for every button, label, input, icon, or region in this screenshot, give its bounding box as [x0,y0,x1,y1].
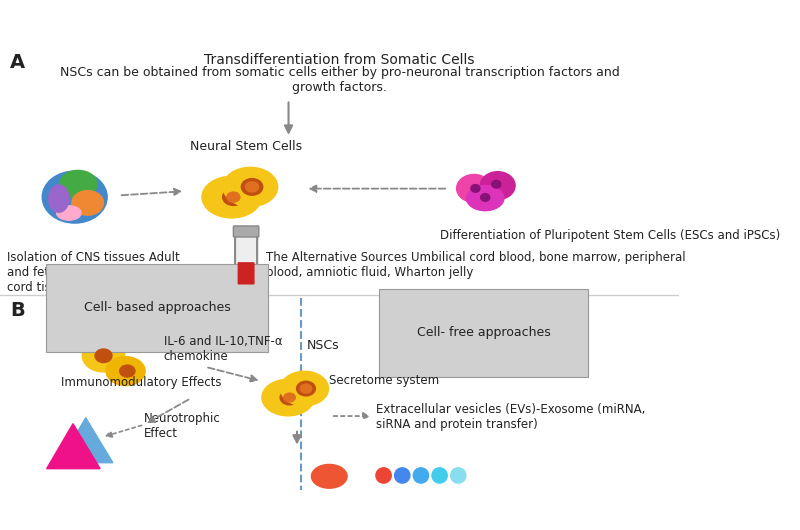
Ellipse shape [300,384,312,393]
Text: IL-6 and IL-10,TNF-α
chemokine: IL-6 and IL-10,TNF-α chemokine [164,334,282,363]
Text: NSCs: NSCs [307,339,340,352]
Text: B: B [10,302,25,321]
Ellipse shape [242,179,262,195]
Ellipse shape [223,167,278,207]
Ellipse shape [227,192,240,202]
Ellipse shape [106,357,145,385]
Text: Cell- free approaches: Cell- free approaches [417,326,550,339]
Ellipse shape [95,349,112,363]
Ellipse shape [120,365,135,377]
Text: Neurotrophic
Effect: Neurotrophic Effect [144,412,221,440]
Ellipse shape [281,372,329,406]
Ellipse shape [480,172,515,199]
Ellipse shape [457,174,491,202]
Text: Extracellular vesicles (EVs)-Exosome (miRNA,
siRNA and protein transfer): Extracellular vesicles (EVs)-Exosome (mi… [376,403,646,431]
Text: Immunomodulatory Effects: Immunomodulatory Effects [61,376,222,389]
Ellipse shape [246,182,258,192]
Ellipse shape [297,381,315,396]
Ellipse shape [42,171,107,223]
Ellipse shape [222,189,244,206]
Text: NSCs can be obtained from somatic cells either by pro-neuronal transcription fac: NSCs can be obtained from somatic cells … [59,66,619,94]
Polygon shape [46,423,100,469]
Ellipse shape [57,206,81,220]
Text: Secretome system: Secretome system [330,374,439,386]
Text: Cell- based approaches: Cell- based approaches [84,302,230,314]
Ellipse shape [450,468,466,483]
Ellipse shape [492,180,501,188]
Ellipse shape [72,191,103,215]
FancyBboxPatch shape [235,233,257,285]
Ellipse shape [59,171,97,198]
Text: Isolation of CNS tissues Adult
and fetal brain tissue, Spinal
cord tissue: Isolation of CNS tissues Adult and fetal… [6,251,179,294]
Ellipse shape [280,390,299,405]
Ellipse shape [394,468,410,483]
Ellipse shape [471,184,480,192]
FancyBboxPatch shape [234,226,259,237]
Text: Neural Stem Cells: Neural Stem Cells [190,140,302,153]
Ellipse shape [262,379,314,416]
Text: The Alternative Sources Umbilical cord blood, bone marrow, peripheral
blood, amn: The Alternative Sources Umbilical cord b… [266,251,686,279]
Ellipse shape [432,468,447,483]
Ellipse shape [202,176,262,218]
Text: Differentiation of Pluripotent Stem Cells (ESCs and iPSCs): Differentiation of Pluripotent Stem Cell… [439,229,780,242]
Ellipse shape [466,186,504,210]
Text: A: A [10,53,26,72]
Ellipse shape [49,185,69,212]
Ellipse shape [376,468,391,483]
Text: Transdifferentiation from Somatic Cells: Transdifferentiation from Somatic Cells [204,53,474,67]
Ellipse shape [82,340,125,372]
Ellipse shape [311,464,347,488]
Ellipse shape [284,393,295,402]
Polygon shape [59,418,113,463]
Ellipse shape [481,193,490,201]
FancyBboxPatch shape [238,262,254,285]
Ellipse shape [414,468,429,483]
